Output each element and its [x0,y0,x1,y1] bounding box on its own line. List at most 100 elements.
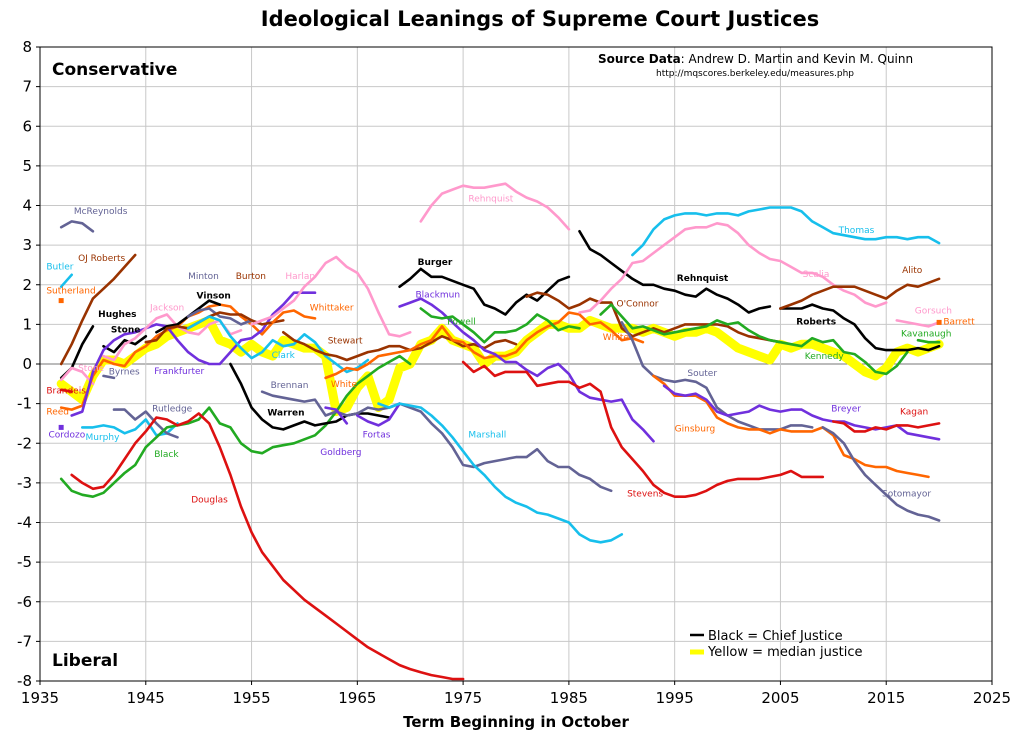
series-line-ginsburg [652,374,930,479]
series-label-thomas: Thomas [838,226,875,236]
series-line-kagan [831,420,941,433]
series-label-goldberg: Goldberg [320,448,361,458]
series-label-kennedy: Kennedy [805,352,845,362]
series-label-gorsuch: Gorsuch [915,306,952,316]
series-label-burton: Burton [236,272,266,282]
series-label-rehnquist: Rehnquist [468,195,513,205]
y-tick-label: 8 [22,38,32,56]
series-label-blackmun: Blackmun [416,290,461,300]
series-label-rehnquist: Rehnquist [677,274,729,284]
series-line-oj-roberts [59,253,137,366]
conservative-label: Conservative [52,60,177,80]
series-line-burger [398,267,571,316]
x-tick-label: 2005 [761,689,799,707]
series-line-rutledge [112,408,179,439]
series-line-butler [59,273,73,289]
x-tick-label: 1975 [444,689,482,707]
series-line-rehnquist [578,230,772,314]
series-point-sutherland [58,298,64,304]
y-tick-label: -1 [17,395,32,413]
series-line-stewart [281,330,518,362]
series-line-brandeis [59,388,73,394]
series-label-brandeis: Brandeis [46,387,86,397]
source-line: Source Data: Andrew D. Martin and Kevin … [598,52,913,66]
series-label-frankfurter: Frankfurter [154,367,204,377]
grid [40,47,992,681]
y-tick-label: -8 [17,672,32,690]
series-line-rehnquist [419,182,571,231]
series-label-warren: Warren [267,409,304,419]
series-label-rutledge: Rutledge [152,405,193,415]
x-tick-label: 1945 [127,689,165,707]
series-line-fortas [355,402,401,427]
y-tick-label: -2 [17,434,32,452]
series-label-souter: Souter [687,369,717,379]
series-label-oj-roberts: OJ Roberts [78,254,125,264]
series-line-black [59,354,412,499]
series-line-gorsuch [895,319,941,328]
series-line-douglas [70,412,465,681]
series-label-stevens: Stevens [627,490,663,500]
series-line-white [324,311,645,380]
series-label-barrett: Barrett [943,317,975,327]
series-label-mcreynolds: McReynolds [74,207,128,217]
series-line-stone [59,366,95,386]
series-label-butler: Butler [46,263,73,273]
y-tick-label: -6 [17,593,32,611]
y-tick-label: 7 [22,78,32,96]
x-tick-label: 1995 [656,689,694,707]
series-label-o-connor: O'Connor [616,300,658,310]
series-line-brennan [260,390,613,493]
series-line-reed [59,303,275,411]
series-line-stone [102,334,148,354]
source-bold: Source Data [598,52,681,66]
series-line-mcreynolds [59,220,95,233]
series-label-sutherland: Sutherland [46,286,95,296]
series-label-marshall: Marshall [468,430,506,440]
series-label-minton: Minton [188,272,219,282]
y-tick-label: -5 [17,553,32,571]
series-line-marshall [377,402,624,544]
series-line-byrnes [102,374,116,380]
y-tick-label: 6 [22,117,32,135]
y-tick-label: -7 [17,632,32,650]
series-point-barrett [936,319,942,325]
series-label-brennan: Brennan [271,381,309,391]
series-line-blackmun [398,297,655,443]
series-label-fortas: Fortas [363,430,391,440]
series-line-warren [229,362,391,431]
legend-text-median: Yellow = median justice [707,645,863,660]
series-line-goldberg [324,406,349,425]
y-tick-label: 0 [22,355,32,373]
liberal-label: Liberal [52,651,118,671]
series-line-stevens [461,360,825,499]
series-label-reed: Reed [46,408,69,418]
series-label-alito: Alito [902,266,923,276]
y-tick-label: 5 [22,157,32,175]
x-tick-label: 2025 [973,689,1011,707]
y-tick-label: 2 [22,276,32,294]
series-line-frankfurter [70,291,317,417]
x-tick-label: 1965 [338,689,376,707]
legend: Black = Chief Justice Yellow = median ju… [690,629,863,660]
series-label-white-2: White [603,333,630,343]
series-label-cordozo: Cordozo [48,430,85,440]
series-label-whittaker: Whittaker [310,304,354,314]
x-tick-label: 1935 [21,689,59,707]
series-point-cordozo [58,424,64,430]
series-line-clark [186,315,370,374]
series-line-whittaker [271,309,317,324]
y-tick-label: -4 [17,514,32,532]
series-labels: McReynolds Butler OJ Roberts Sutherland Hugh… [46,195,975,506]
x-tick-label: 1985 [550,689,588,707]
series-label-stewart: Stewart [328,336,363,346]
series-label-hughes: Hughes [98,310,136,320]
series-line-kennedy [599,303,909,376]
series-lines [58,182,942,681]
source-text: : Andrew D. Martin and Kevin M. Quinn [681,52,913,66]
legend-text-chief: Black = Chief Justice [708,629,843,644]
series-label-black: Black [154,450,179,460]
series-line-roberts [779,303,941,352]
series-line-alito [779,277,941,310]
